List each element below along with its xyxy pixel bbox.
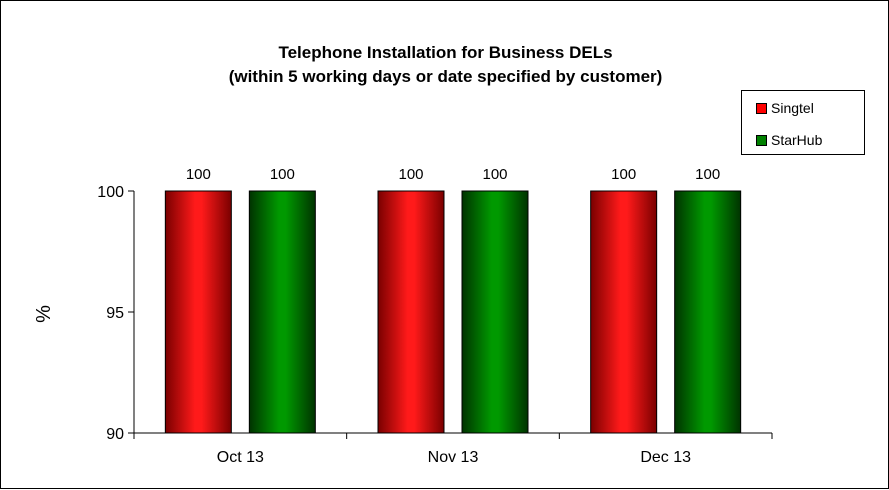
legend-label-starhub: StarHub — [771, 132, 823, 148]
legend-swatch-starhub — [756, 134, 767, 146]
bar-singtel-dec-13 — [590, 190, 658, 434]
legend-label-singtel: Singtel — [771, 100, 814, 116]
bar-singtel-oct-13 — [164, 190, 232, 434]
legend: Singtel StarHub — [741, 90, 865, 155]
legend-swatch-singtel — [756, 102, 767, 114]
data-label: 100 — [270, 166, 295, 183]
y-tick-label: 95 — [106, 305, 124, 322]
data-label: 100 — [611, 166, 636, 183]
x-tick-label: Oct 13 — [217, 449, 264, 466]
chart-title: Telephone Installation for Business DELs… — [1, 41, 889, 89]
data-label: 100 — [398, 166, 423, 183]
data-label: 100 — [186, 166, 211, 183]
y-tick-label: 90 — [106, 426, 124, 443]
chart-title-line-2: (within 5 working days or date specified… — [228, 67, 663, 86]
legend-item-starhub: StarHub — [756, 132, 822, 148]
bar-starhub-nov-13 — [461, 190, 529, 434]
bar-starhub-oct-13 — [248, 190, 316, 434]
bar-starhub-dec-13 — [674, 190, 742, 434]
legend-item-singtel: Singtel — [756, 100, 814, 116]
chart-title-line-1: Telephone Installation for Business DELs — [278, 43, 613, 62]
y-axis-label: % — [33, 305, 55, 323]
y-tick-label: 100 — [97, 184, 124, 201]
x-tick-label: Dec 13 — [640, 449, 691, 466]
data-label: 100 — [482, 166, 507, 183]
x-tick-label: Nov 13 — [428, 449, 479, 466]
bar-singtel-nov-13 — [377, 190, 445, 434]
data-label: 100 — [695, 166, 720, 183]
